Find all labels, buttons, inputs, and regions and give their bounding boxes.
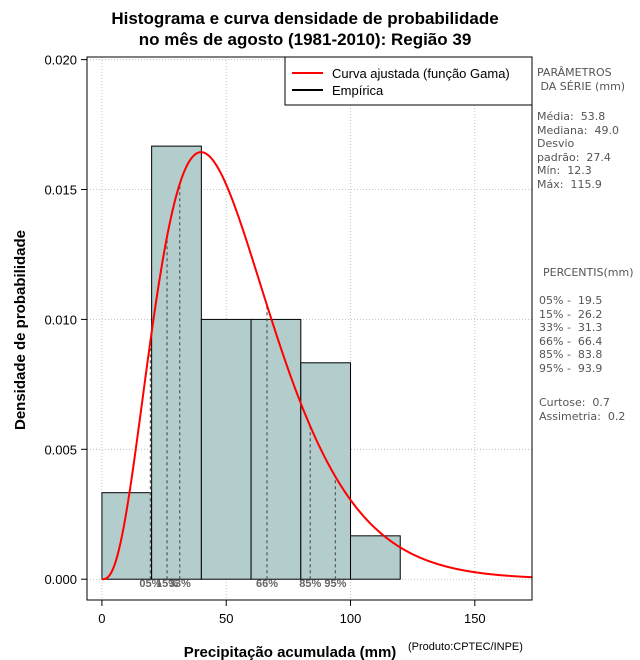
y-tick-label: 0.015 xyxy=(44,183,77,198)
moments-text: Curtose: 0.7 Assimetria: 0.2 xyxy=(539,396,626,423)
x-tick-label: 150 xyxy=(464,611,486,626)
y-tick-label: 0.020 xyxy=(44,53,77,68)
x-axis-label: Precipitação acumulada (mm) xyxy=(184,644,397,660)
legend-label: Curva ajustada (função Gama) xyxy=(332,66,510,81)
percentis-title: PERCENTIS(mm) xyxy=(543,266,634,279)
y-tick-label: 0.005 xyxy=(44,442,77,457)
histogram-bar xyxy=(200,318,252,580)
fitted-gamma-curve xyxy=(101,151,533,581)
percentile-label: 95% xyxy=(324,578,346,590)
percentile-label: 85% xyxy=(299,578,321,590)
histogram-bar xyxy=(101,492,153,580)
histogram-bar xyxy=(250,318,302,580)
x-tick-label: 0 xyxy=(98,611,105,626)
percentile-label: 33% xyxy=(169,578,191,590)
credit-text: (Produto:CPTEC/INPE) xyxy=(408,641,523,653)
y-tick-label: 0.010 xyxy=(44,312,77,327)
percentile-label: 66% xyxy=(256,578,278,590)
x-tick-label: 100 xyxy=(340,611,362,626)
percentile-label: 05% xyxy=(139,578,161,590)
params-title: PARÂMETROS DA SÉRIE (mm) xyxy=(537,66,626,93)
histogram-bar xyxy=(151,145,202,580)
histogram-bar xyxy=(300,362,352,580)
y-tick-label: 0.000 xyxy=(44,572,77,587)
percentis-text: 05% - 19.5 15% - 26.2 33% - 31.3 66% - 6… xyxy=(539,294,603,375)
y-axis-label: Densidade de probabilidade xyxy=(12,230,29,430)
x-tick-label: 50 xyxy=(219,611,233,626)
percentile-label: 15% xyxy=(156,578,178,590)
chart-title-line-1: Histograma e curva densidade de probabil… xyxy=(111,9,499,28)
params-text: Média: 53.8 Mediana: 49.0 Desvio padrão:… xyxy=(537,110,619,191)
legend-box xyxy=(284,56,533,106)
legend-label: Empírica xyxy=(332,83,384,98)
chart-title-line-2: no mês de agosto (1981-2010): Região 39 xyxy=(138,30,472,49)
